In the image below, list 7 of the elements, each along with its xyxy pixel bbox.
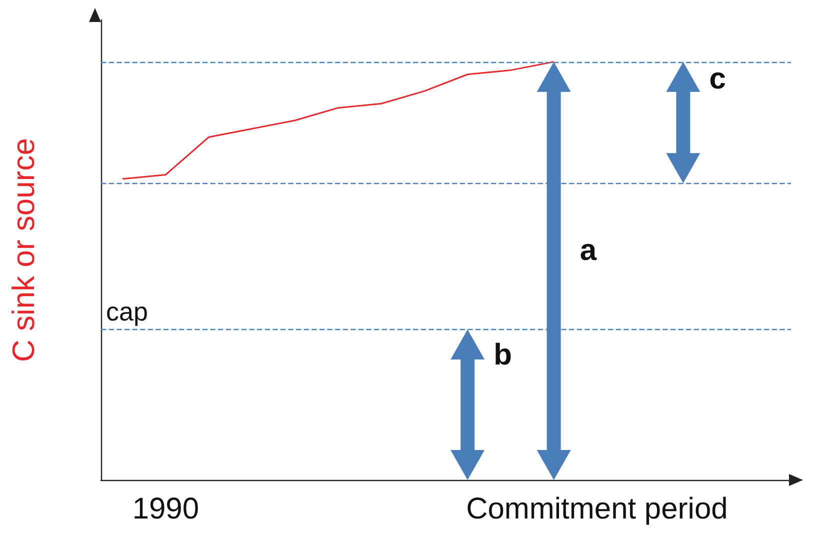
annotation: a bbox=[580, 234, 597, 267]
x-tick-label: Commitment period bbox=[466, 492, 728, 526]
annotation: c bbox=[709, 62, 726, 96]
y-axis-title: C sink or source bbox=[6, 138, 41, 362]
annotation: b bbox=[494, 338, 512, 372]
ref-line-label: cap bbox=[106, 296, 148, 326]
x-tick-label: 1990 bbox=[132, 492, 200, 526]
